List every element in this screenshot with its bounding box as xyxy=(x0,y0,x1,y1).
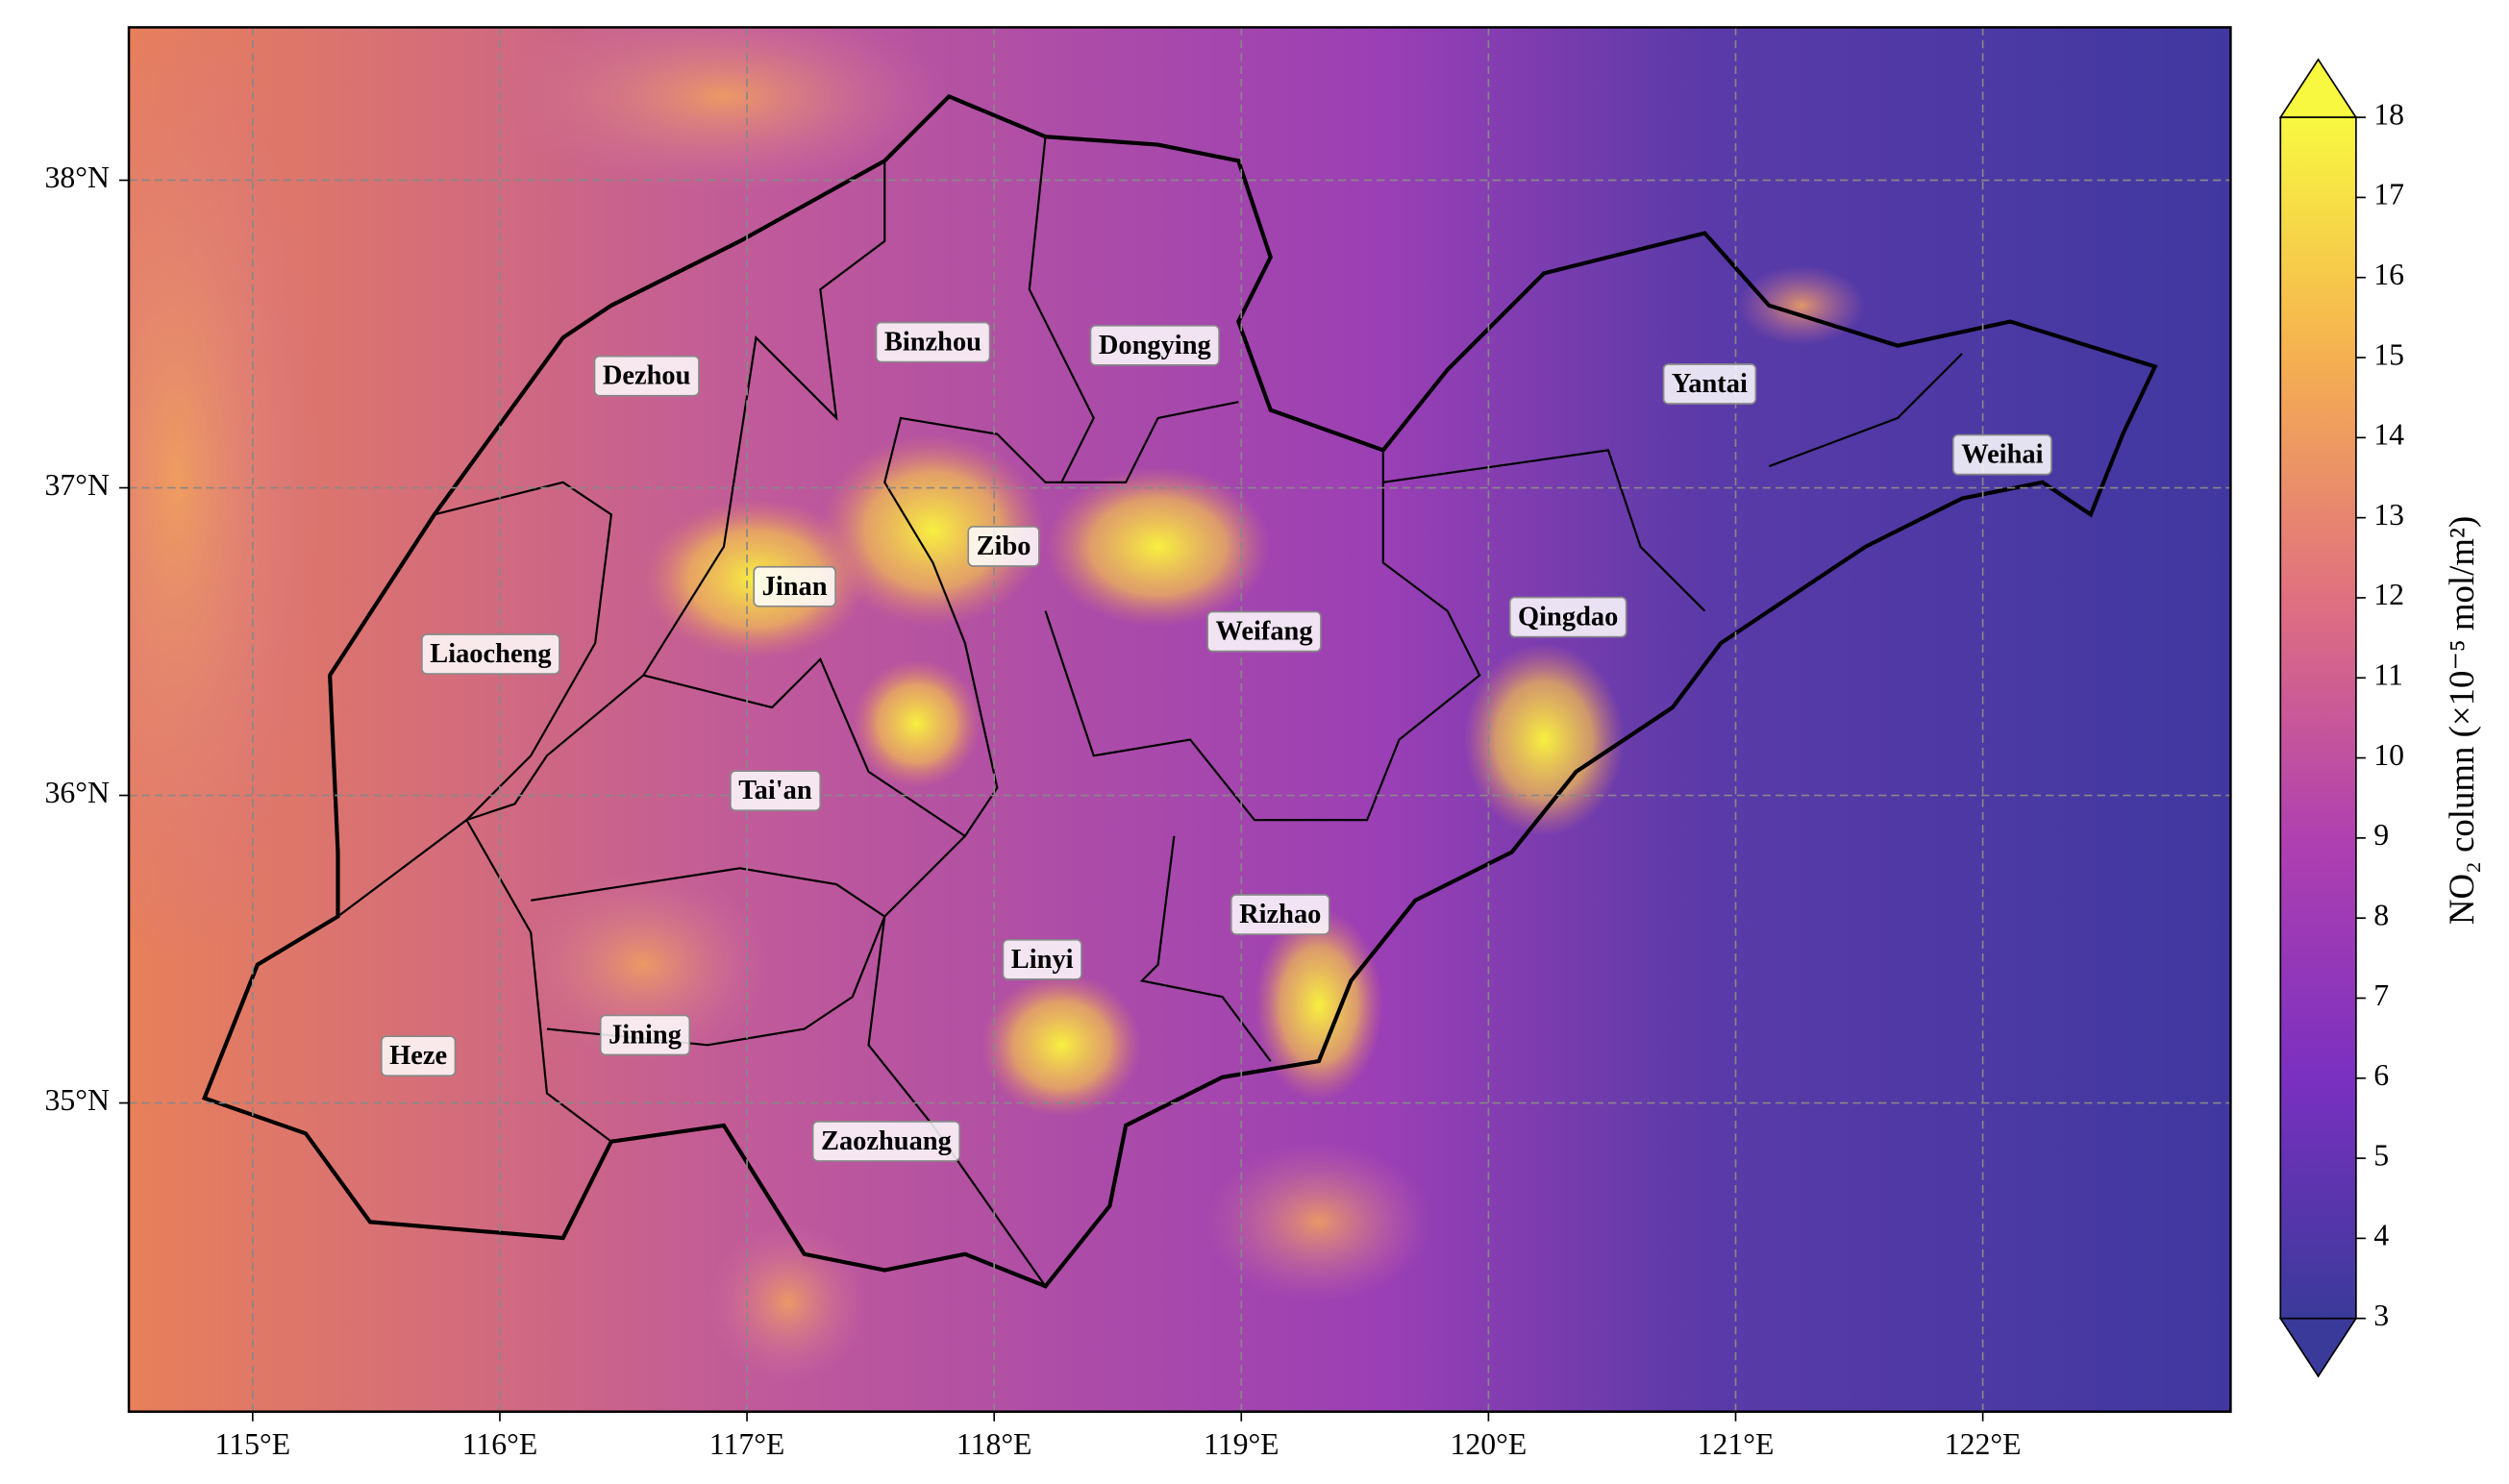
colorbar-label: NO₂ column (×10⁻⁵ mol/m²) xyxy=(2442,516,2481,925)
label-box xyxy=(811,1121,961,1162)
city-name: Zibo xyxy=(977,532,1031,561)
colorbar-tick-label: 14 xyxy=(2373,418,2404,452)
colorbar-tick-label: 5 xyxy=(2373,1138,2389,1172)
city-name: Tai'an xyxy=(738,776,812,805)
colorbar-tick-label: 12 xyxy=(2373,578,2404,611)
graticule xyxy=(118,27,2231,1422)
city-name: Weihai xyxy=(1961,440,2043,470)
colorbar-extend-min xyxy=(2278,1317,2358,1378)
label-box xyxy=(1508,596,1627,638)
label-box xyxy=(1662,363,1757,405)
city-label: Tai'an xyxy=(730,770,822,812)
label-box xyxy=(753,565,836,607)
city-name: Dongying xyxy=(1099,331,1211,360)
colorbar-body xyxy=(2279,116,2357,1320)
x-tick-label: 119°E xyxy=(1204,1427,1279,1461)
colorbar-tick-label: 3 xyxy=(2373,1298,2389,1332)
label-box xyxy=(875,321,991,363)
colorbar: NO₂ column (×10⁻⁵ mol/m²) 3 4 5 6 7 8 9 10 11 12 1… xyxy=(2278,58,2481,1378)
label-box xyxy=(599,1014,691,1056)
boundaries xyxy=(201,93,2158,1289)
colorbar-tick-label: 6 xyxy=(2373,1058,2389,1092)
city-label: Dezhou xyxy=(593,355,700,397)
city-name: Heze xyxy=(389,1041,447,1071)
city-label: Binzhou xyxy=(875,321,991,363)
label-box xyxy=(967,526,1040,567)
city-label: Liaocheng xyxy=(421,633,560,675)
colorbar-tick-label: 11 xyxy=(2373,658,2403,692)
city-label: Zibo xyxy=(967,526,1040,567)
label-box xyxy=(1952,433,2052,476)
city-name: Linyi xyxy=(1011,945,1074,975)
plot-frame xyxy=(127,26,2232,1413)
city-name: Qingdao xyxy=(1518,603,1618,632)
label-box xyxy=(730,770,822,812)
city-name: Jinan xyxy=(762,572,828,602)
label-box xyxy=(1089,325,1220,366)
city-label: Yantai xyxy=(1662,363,1757,405)
city-name: Weifang xyxy=(1216,617,1313,647)
label-box xyxy=(593,355,700,397)
city-label: Linyi xyxy=(1002,939,1082,980)
colorbar-tick-label: 10 xyxy=(2373,738,2404,772)
label-box xyxy=(380,1035,457,1077)
label-box xyxy=(421,633,560,675)
y-tick-label: 35°N xyxy=(45,1083,110,1117)
label-box xyxy=(1002,939,1082,980)
y-tick-label: 38°N xyxy=(45,161,110,194)
city-label: Jining xyxy=(599,1014,691,1056)
city-label: Rizhao xyxy=(1230,894,1330,935)
city-label: Qingdao xyxy=(1508,596,1627,638)
label-box xyxy=(1230,894,1330,935)
label-box xyxy=(1206,610,1322,653)
x-tick-label: 121°E xyxy=(1698,1427,1775,1461)
colorbar-tick-label: 4 xyxy=(2373,1219,2389,1252)
x-tick-label: 122°E xyxy=(1945,1427,2022,1461)
colorbar-tick-label: 17 xyxy=(2373,178,2404,211)
city-name: Jining xyxy=(609,1020,682,1050)
colorbar-tick-label: 16 xyxy=(2373,258,2404,291)
x-tick-label: 116°E xyxy=(462,1427,538,1461)
city-label: Zaozhuang xyxy=(811,1121,961,1162)
city-labels: Dezhou Binzhou Dongying Yantai Weihai Zibo Jin… xyxy=(380,321,2052,1162)
x-tick-label: 117°E xyxy=(709,1427,785,1461)
city-name: Binzhou xyxy=(884,328,981,358)
x-tick-label: 115°E xyxy=(215,1427,291,1461)
city-label: Weihai xyxy=(1952,433,2052,476)
city-name: Yantai xyxy=(1672,369,1748,399)
city-name: Rizhao xyxy=(1239,900,1321,929)
city-label: Jinan xyxy=(753,565,836,607)
colorbar-tick-label: 15 xyxy=(2373,337,2404,371)
colorbar-extend-max xyxy=(2278,58,2358,118)
colorbar-tick-label: 9 xyxy=(2373,818,2389,852)
city-label: Heze xyxy=(380,1035,457,1077)
colorbar-tick-label: 7 xyxy=(2373,978,2389,1012)
x-tick-label: 120°E xyxy=(1451,1427,1528,1461)
colorbar-tick-label: 18 xyxy=(2373,97,2404,131)
y-tick-label: 36°N xyxy=(45,776,110,809)
city-name: Dezhou xyxy=(603,361,691,391)
city-label: Dongying xyxy=(1089,325,1220,366)
city-label: Weifang xyxy=(1206,610,1322,653)
no2-field xyxy=(129,27,2231,1412)
x-tick-label: 118°E xyxy=(956,1427,1032,1461)
colorbar-tick-label: 8 xyxy=(2373,898,2389,931)
y-tick-label: 37°N xyxy=(45,468,110,502)
colorbar-tick-label: 13 xyxy=(2373,498,2404,532)
city-name: Liaocheng xyxy=(430,639,551,669)
city-name: Zaozhuang xyxy=(821,1126,952,1156)
